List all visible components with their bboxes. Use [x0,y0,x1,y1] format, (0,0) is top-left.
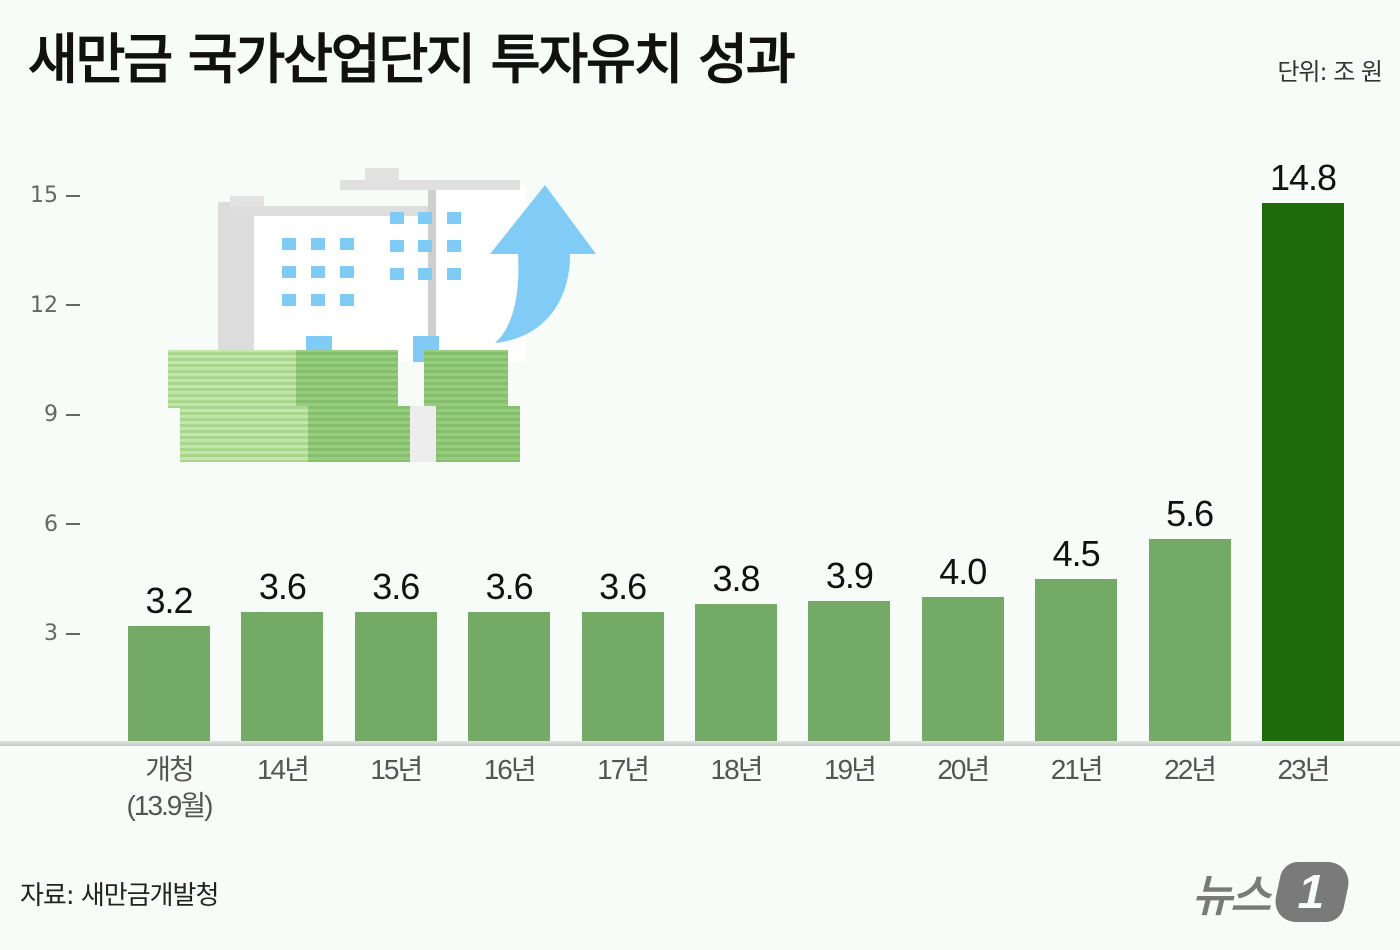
x-category-label: 14년 [222,752,342,788]
chart-title: 새만금 국가산업단지 투자유치 성과 [28,28,796,91]
x-category-line: 18년 [710,754,764,785]
y-tick: 9 [0,402,80,427]
y-tick: 12 [0,292,80,318]
bar [921,597,1004,743]
y-tick-label: 6 [44,511,58,537]
bar-value-label: 4.0 [939,551,987,592]
x-category-label: 20년 [903,752,1023,788]
y-tick-label: 9 [44,402,58,427]
bar [581,611,664,743]
bar-value-label: 3.6 [372,565,420,607]
x-category-line: 17년 [597,754,650,785]
y-tick-mark [66,194,80,197]
x-axis-baseline [0,741,1400,746]
bar [1148,538,1231,743]
news1-logo: 뉴스 1 [1192,860,1354,924]
y-tick-label: 12 [30,292,58,318]
y-tick: 6 [0,511,80,537]
bar-value-label: 4.5 [1052,532,1101,574]
bar [468,611,551,743]
bar [354,611,437,743]
x-category-line: 15년 [370,754,423,785]
x-category-line: 16년 [483,754,537,785]
x-category-line: 21년 [1050,754,1104,785]
bar-value-label: 3.6 [258,565,307,607]
unit-label: 단위: 조 원 [1277,58,1383,86]
y-tick: 3 [0,621,80,646]
bar [695,604,777,743]
bar-value-label: 14.8 [1269,156,1337,198]
bar [1262,202,1344,743]
x-category-line: 19년 [823,754,877,785]
x-category-label: 19년 [789,752,909,788]
bar [1035,578,1118,743]
bar-value-label: 3.6 [599,565,647,607]
bar [128,626,210,743]
x-category-label: 18년 [676,752,796,788]
bar-value-label: 3.2 [145,580,193,622]
x-category-label: 개청 (13.9월) [109,752,229,824]
x-category-line: 22년 [1164,754,1217,785]
logo-badge: 1 [1270,862,1354,922]
x-category-line: (13.9월) [126,790,214,821]
x-category-label: 15년 [336,752,456,788]
x-category-line: 23년 [1277,754,1331,785]
x-category-label: 23년 [1243,752,1363,788]
y-tick: 15 [0,183,80,208]
buildings-money-arrow-icon [168,168,596,462]
y-tick-mark [66,304,80,306]
bar [241,611,324,743]
bar-value-label: 3.6 [485,565,534,607]
source-note: 자료: 새만금개발청 [20,881,219,911]
x-category-line: 20년 [937,754,990,785]
y-tick-label: 3 [44,621,58,646]
bar-value-label: 5.6 [1166,492,1214,534]
bar [808,600,891,743]
x-category-label: 22년 [1130,752,1250,788]
y-tick-mark [66,523,80,525]
x-category-label: 21년 [1016,752,1136,788]
x-category-label: 16년 [449,752,569,788]
bar-value-label: 3.8 [712,558,760,600]
x-category-line: 14년 [256,754,310,785]
x-category-label: 17년 [563,752,683,788]
x-category-line: 개청 [145,754,195,785]
y-tick-label: 15 [30,183,58,208]
bar-value-label: 3.9 [825,554,874,596]
y-tick-mark [66,413,80,416]
logo-text: 뉴스 [1192,872,1271,921]
y-tick-mark [66,632,80,635]
